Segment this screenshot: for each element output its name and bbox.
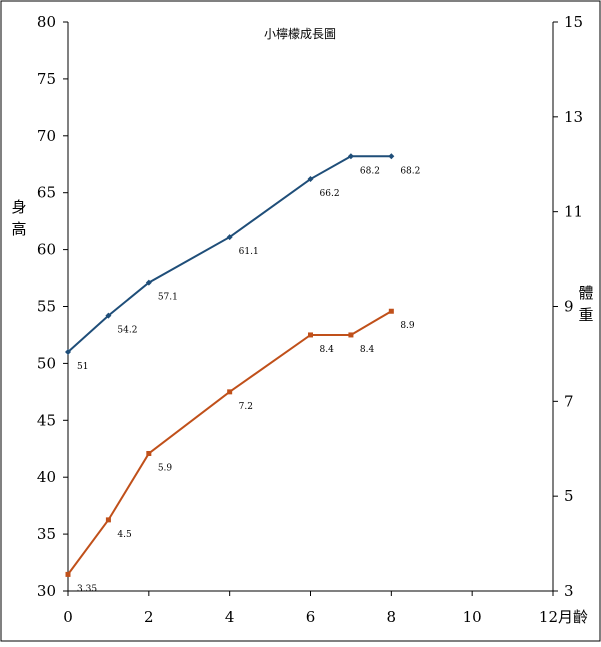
x-tick-label: 10 xyxy=(463,608,482,626)
height-data-label: 57.1 xyxy=(158,293,178,303)
left-tick-label: 70 xyxy=(37,127,56,145)
right-y-axis-label: 體重 xyxy=(578,284,593,324)
chart-title: 小檸檬成長圖 xyxy=(264,26,336,41)
right-tick-label: 13 xyxy=(564,108,583,126)
height-point xyxy=(226,234,233,241)
right-tick-label: 15 xyxy=(564,13,583,31)
height-data-label: 66.2 xyxy=(320,189,340,199)
weight-data-label: 7.2 xyxy=(239,402,253,412)
height-data-label: 68.2 xyxy=(400,166,420,176)
left-y-axis-label: 身高 xyxy=(11,198,26,238)
left-tick-label: 80 xyxy=(37,13,56,31)
data-labels: 51 54.2 57.1 61.1 66.2 68.2 68.2 3.35 4.5 5.9 7.2 8… xyxy=(77,166,420,594)
x-tick-label: 4 xyxy=(225,608,235,626)
weight-data-label: 3.35 xyxy=(77,584,97,594)
weight-data-label: 8.4 xyxy=(360,345,375,355)
height-point xyxy=(145,279,152,286)
left-tick-label: 45 xyxy=(37,411,56,429)
height-point xyxy=(347,153,354,160)
weight-point xyxy=(388,308,394,314)
weight-point xyxy=(105,517,111,523)
height-point xyxy=(307,176,314,183)
x-tick-label: 2 xyxy=(144,608,154,626)
x-tick-label: 6 xyxy=(306,608,316,626)
height-point xyxy=(388,153,395,160)
weight-point xyxy=(65,571,71,577)
weight-data-label: 4.5 xyxy=(117,530,132,540)
weight-point xyxy=(227,389,233,395)
left-tick-label: 75 xyxy=(37,70,56,88)
left-tick-label: 35 xyxy=(37,525,56,543)
height-data-label: 61.1 xyxy=(239,247,259,257)
weight-point xyxy=(348,332,354,338)
height-point xyxy=(65,349,71,356)
height-data-label: 51 xyxy=(77,362,88,372)
right-tick-label: 5 xyxy=(564,487,574,505)
weight-data-label: 8.9 xyxy=(400,321,415,331)
right-tick-label: 11 xyxy=(564,203,583,221)
x-tick-label: 8 xyxy=(387,608,397,626)
weight-point xyxy=(146,450,152,456)
right-tick-label: 3 xyxy=(564,582,574,600)
left-tick-label: 30 xyxy=(37,582,56,600)
left-tick-label: 60 xyxy=(37,241,56,259)
left-tick-label: 40 xyxy=(37,468,56,486)
weight-data-label: 5.9 xyxy=(158,463,173,473)
x-tick-label: 12 xyxy=(539,608,558,626)
height-data-label: 68.2 xyxy=(360,166,380,176)
x-axis-label: 月齡 xyxy=(558,608,588,626)
weight-data-label: 8.4 xyxy=(320,345,335,355)
x-tick-label: 0 xyxy=(63,608,73,626)
series-layer xyxy=(65,153,395,577)
left-tick-label: 55 xyxy=(37,298,56,316)
left-tick-label: 65 xyxy=(37,184,56,202)
right-tick-label: 9 xyxy=(564,298,574,316)
left-tick-label: 50 xyxy=(37,354,56,372)
height-data-label: 54.2 xyxy=(117,326,137,336)
weight-point xyxy=(308,332,313,338)
height-point xyxy=(105,312,112,319)
right-tick-label: 7 xyxy=(564,392,574,410)
